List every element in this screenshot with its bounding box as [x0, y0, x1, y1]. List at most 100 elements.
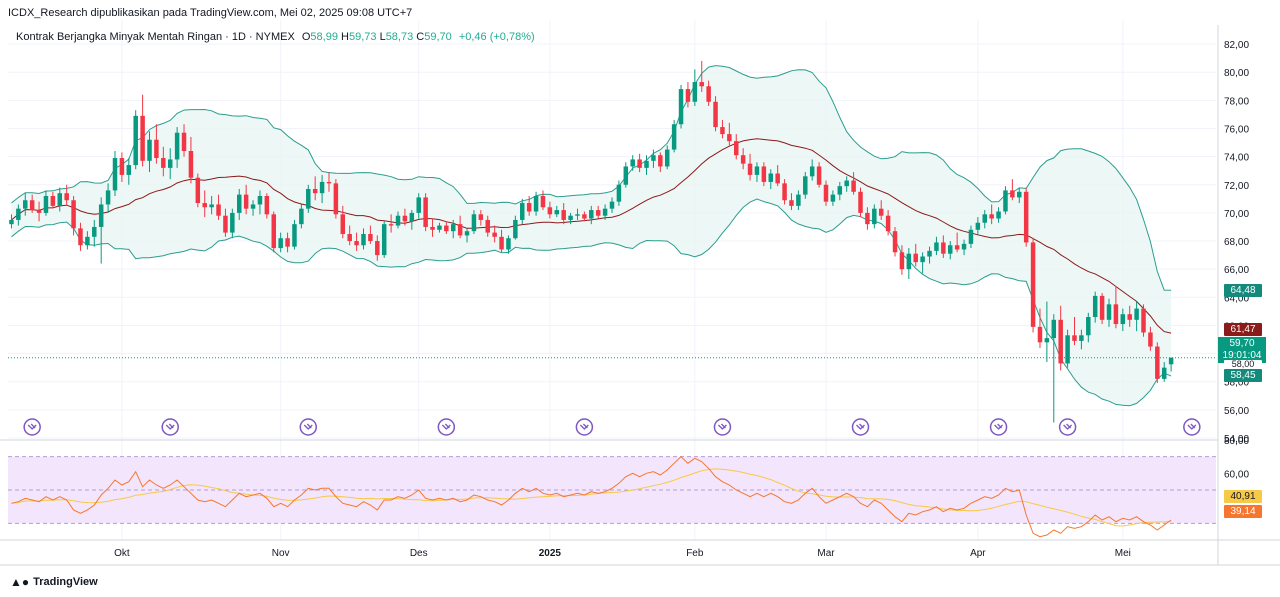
- candle-body: [1065, 335, 1070, 364]
- candle: [1044, 301, 1050, 363]
- event-marker-icon[interactable]: [161, 418, 179, 436]
- candle: [789, 193, 794, 211]
- event-marker-icon[interactable]: [713, 418, 732, 436]
- open-value: 58,99: [310, 31, 338, 43]
- candle: [685, 82, 691, 108]
- candle: [333, 179, 339, 219]
- candle: [630, 155, 635, 171]
- high-label: H: [341, 31, 349, 43]
- candle-body: [492, 232, 497, 237]
- candle: [782, 179, 787, 205]
- candle: [506, 235, 511, 254]
- open-label: O: [301, 31, 311, 43]
- candle: [243, 184, 249, 215]
- candle: [671, 120, 677, 153]
- candle: [706, 80, 711, 106]
- candle: [830, 190, 836, 206]
- candle: [1141, 304, 1146, 337]
- candle: [368, 225, 373, 244]
- time-tick-label: Nov: [272, 548, 290, 559]
- candle-body: [540, 196, 546, 208]
- candle-body: [768, 173, 774, 182]
- event-marker-icon[interactable]: [575, 418, 594, 436]
- candle-body: [333, 183, 339, 215]
- candle-body: [796, 194, 801, 206]
- event-marker-icon[interactable]: [1183, 418, 1201, 436]
- candle: [471, 210, 477, 234]
- candle: [430, 218, 435, 237]
- candle-body: [968, 229, 974, 244]
- candle: [278, 232, 283, 253]
- candle: [554, 205, 560, 218]
- candle: [1127, 305, 1132, 327]
- candle-body: [444, 225, 449, 232]
- candle-body: [133, 115, 138, 166]
- candle: [513, 215, 518, 240]
- price-tick-label: 68,00: [1224, 237, 1249, 248]
- candle: [892, 226, 898, 257]
- candle-body: [1099, 295, 1105, 320]
- candle-body: [292, 224, 297, 247]
- rsi-ma-tag: 39,14: [1224, 505, 1262, 518]
- candle-body: [996, 211, 1001, 219]
- candle-body: [154, 139, 159, 159]
- candle-body: [878, 208, 884, 216]
- candle-body: [230, 212, 235, 233]
- candle: [609, 197, 615, 213]
- candle: [105, 183, 111, 213]
- candle: [57, 187, 63, 212]
- candle-body: [782, 183, 787, 201]
- candle-body: [706, 86, 711, 102]
- candle-body: [630, 159, 635, 167]
- candle: [920, 252, 925, 274]
- event-marker-icon[interactable]: [851, 418, 870, 436]
- upper-band-tag: 64,48: [1224, 284, 1262, 297]
- event-marker-icon[interactable]: [1058, 418, 1077, 436]
- candle-body: [644, 160, 649, 168]
- candle-body: [23, 200, 28, 209]
- candle-body: [651, 155, 656, 161]
- candle-body: [616, 184, 622, 202]
- event-marker-icon[interactable]: [989, 418, 1008, 436]
- candle-body: [478, 214, 484, 220]
- candle-body: [623, 166, 629, 185]
- price-tick-label: 72,00: [1224, 181, 1249, 192]
- candle: [561, 203, 566, 225]
- candle-body: [941, 242, 946, 254]
- candle-body: [954, 245, 960, 250]
- candle: [906, 248, 912, 280]
- candle: [872, 204, 877, 229]
- published-caption: ICDX_Research dipublikasikan pada Tradin…: [8, 7, 413, 19]
- candle-body: [78, 228, 83, 246]
- event-marker-icon[interactable]: [299, 418, 318, 436]
- candle: [692, 69, 698, 106]
- candle: [1023, 187, 1029, 247]
- candle: [402, 208, 408, 226]
- candle-body: [381, 224, 387, 256]
- candle-body: [347, 234, 352, 242]
- candle-body: [278, 238, 283, 249]
- event-marker-icon[interactable]: [23, 418, 41, 436]
- candle-body: [1155, 346, 1160, 379]
- candle: [250, 200, 256, 216]
- candle-body: [554, 210, 560, 215]
- candle: [126, 158, 132, 185]
- event-marker-icon[interactable]: [437, 418, 456, 436]
- candle: [285, 232, 290, 253]
- candle: [568, 212, 573, 225]
- candle-body: [485, 219, 490, 233]
- candle: [388, 214, 394, 233]
- candle-body: [368, 234, 373, 242]
- candle: [878, 200, 884, 220]
- candle: [112, 150, 118, 197]
- candle: [1161, 362, 1167, 382]
- candle-body: [1127, 314, 1132, 320]
- price-tick-label: 74,00: [1224, 153, 1249, 164]
- candle: [202, 190, 207, 218]
- candle-body: [754, 166, 760, 175]
- event-markers: [23, 418, 1201, 436]
- candle: [1051, 314, 1057, 423]
- candle-body: [595, 210, 601, 216]
- price-tick-label: 78,00: [1224, 96, 1249, 107]
- candle-body: [223, 215, 228, 233]
